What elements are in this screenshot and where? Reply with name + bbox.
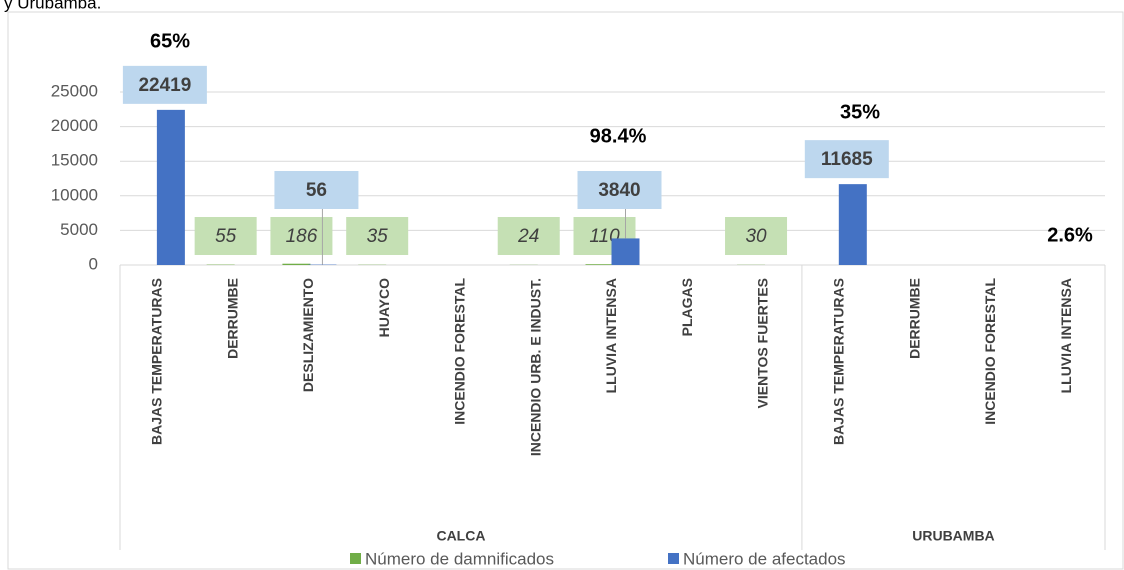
x-tick-label: VIENTOS FUERTES bbox=[755, 278, 771, 408]
data-label-bg bbox=[194, 217, 257, 255]
bar bbox=[585, 264, 614, 265]
x-tick-label: INCENDIO FORESTAL bbox=[982, 278, 998, 425]
data-label: 56 bbox=[306, 180, 327, 201]
x-tick-label: LLUVIA INTENSA bbox=[603, 278, 619, 393]
x-tick-label: HUAYCO bbox=[376, 278, 392, 337]
data-label-bg bbox=[804, 140, 889, 179]
y-tick-label: 10000 bbox=[51, 185, 98, 204]
data-label-bg bbox=[122, 65, 207, 104]
data-label: 11685 bbox=[821, 149, 873, 170]
legend-swatch bbox=[350, 553, 361, 564]
bar bbox=[156, 109, 185, 265]
annotation: 65% bbox=[150, 30, 190, 52]
data-label: 3840 bbox=[598, 180, 640, 201]
chart-border bbox=[7, 11, 1124, 570]
annotation: 2.6% bbox=[1047, 224, 1093, 246]
y-tick-label: 25000 bbox=[51, 81, 98, 100]
annotation: 35% bbox=[840, 101, 880, 123]
bar bbox=[611, 238, 640, 265]
x-tick-label: INCENDIO URB. E INDUST. bbox=[527, 278, 543, 456]
x-tick-label: DERRUMBE bbox=[224, 278, 240, 359]
data-label: 186 bbox=[286, 226, 318, 247]
bar bbox=[282, 263, 311, 265]
data-label-bg bbox=[274, 171, 359, 209]
x-tick-label: DERRUMBE bbox=[906, 278, 922, 359]
annotation: 98.4% bbox=[590, 125, 647, 147]
x-tick-label: INCENDIO FORESTAL bbox=[452, 278, 468, 425]
legend-swatch bbox=[668, 553, 679, 564]
legend-label: Número de damnificados bbox=[365, 549, 554, 568]
data-label: 30 bbox=[745, 226, 767, 247]
data-label: 35 bbox=[367, 226, 389, 247]
y-tick-label: 20000 bbox=[51, 116, 98, 135]
bar bbox=[838, 184, 867, 265]
y-tick-label: 0 bbox=[89, 254, 98, 273]
data-label-bg bbox=[497, 217, 560, 255]
data-label: 24 bbox=[517, 226, 539, 247]
x-tick-label: BAJAS TEMPERATURAS bbox=[831, 278, 847, 445]
data-label: 55 bbox=[215, 226, 237, 247]
x-tick-label: LLUVIA INTENSA bbox=[1058, 278, 1074, 393]
group-label: CALCA bbox=[436, 528, 485, 544]
group-label: URUBAMBA bbox=[912, 528, 994, 544]
data-label-bg bbox=[725, 217, 788, 255]
x-tick-label: DESLIZAMIENTO bbox=[300, 278, 316, 392]
y-tick-label: 5000 bbox=[60, 220, 98, 239]
legend-label: Número de afectados bbox=[683, 549, 846, 568]
caption: y Urubamba. bbox=[4, 0, 101, 12]
data-label-bg bbox=[346, 217, 409, 255]
data-label-bg bbox=[577, 171, 662, 209]
x-tick-label: PLAGAS bbox=[679, 278, 695, 336]
y-tick-label: 15000 bbox=[51, 151, 98, 170]
x-tick-label: BAJAS TEMPERATURAS bbox=[149, 278, 165, 445]
data-label: 22419 bbox=[138, 75, 191, 96]
